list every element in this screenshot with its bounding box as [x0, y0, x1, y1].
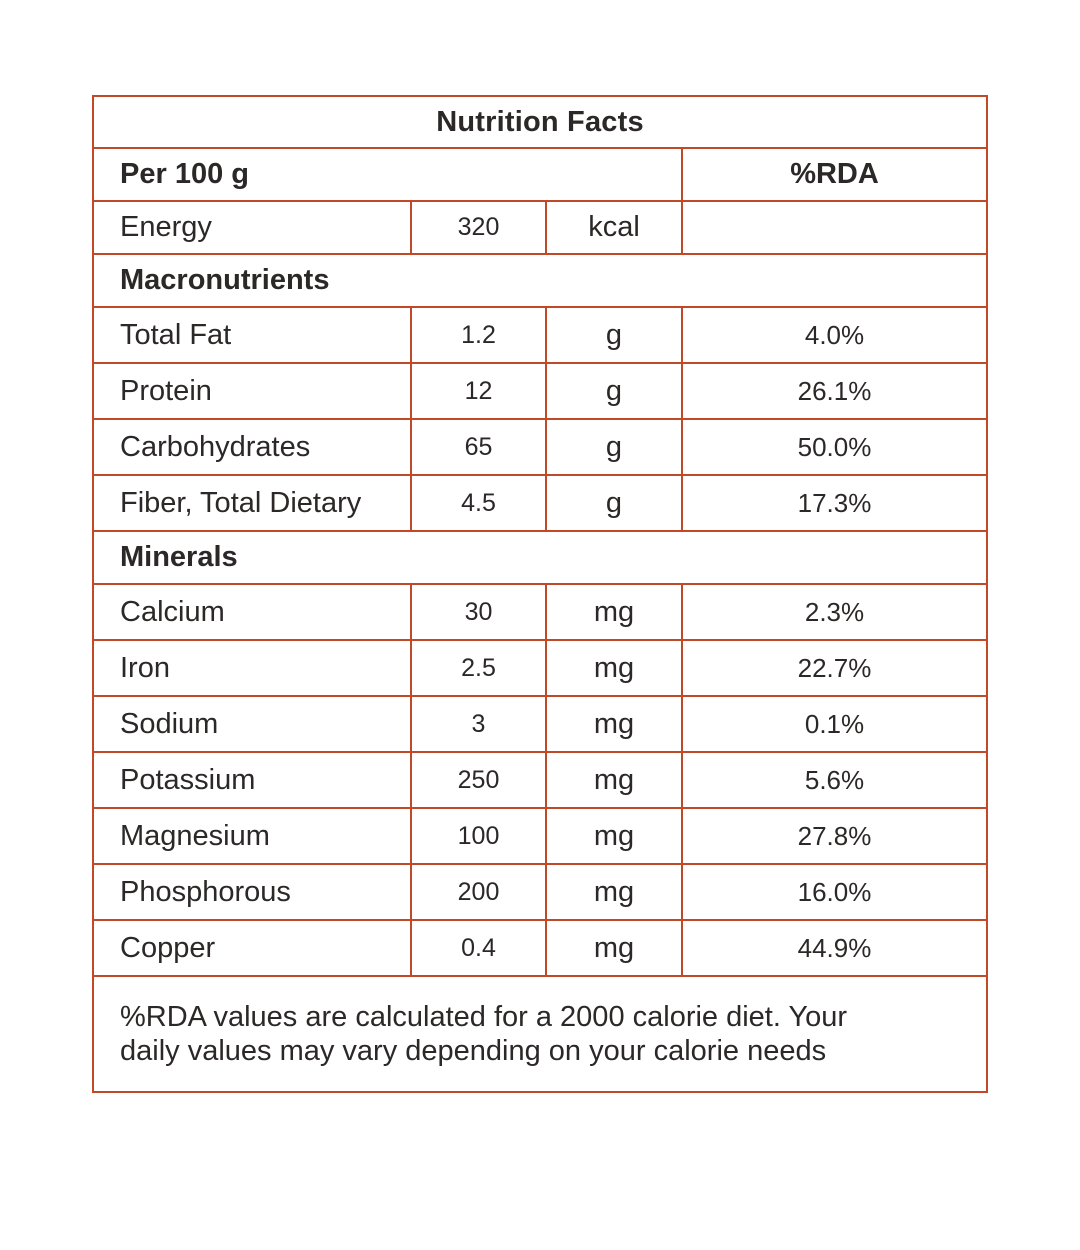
nutrient-unit: g [545, 362, 683, 420]
nutrient-rda: 50.0% [681, 418, 988, 476]
nutrient-rda [681, 200, 988, 255]
table-row: Copper 0.4 mg 44.9% [92, 919, 988, 977]
nutrient-unit: mg [545, 863, 683, 921]
nutrient-label: Iron [92, 639, 412, 697]
nutrient-label: Potassium [92, 751, 412, 809]
nutrient-value: 2.5 [410, 639, 547, 697]
nutrient-value: 12 [410, 362, 547, 420]
nutrient-label: Phosphorous [92, 863, 412, 921]
nutrient-unit: kcal [545, 200, 683, 255]
nutrient-value: 0.4 [410, 919, 547, 977]
nutrient-unit: mg [545, 639, 683, 697]
table-row: Sodium 3 mg 0.1% [92, 695, 988, 753]
nutrient-value: 1.2 [410, 306, 547, 364]
footnote-line-1: %RDA values are calculated for a 2000 ca… [120, 1000, 848, 1033]
table-row-title: Nutrition Facts [92, 95, 988, 149]
nutrient-value: 200 [410, 863, 547, 921]
nutrient-value: 100 [410, 807, 547, 865]
rda-header: %RDA [681, 147, 988, 202]
nutrient-label: Energy [92, 200, 412, 255]
nutrient-rda: 17.3% [681, 474, 988, 532]
table-row: Calcium 30 mg 2.3% [92, 583, 988, 641]
nutrient-label: Fiber, Total Dietary [92, 474, 412, 532]
nutrient-label: Sodium [92, 695, 412, 753]
nutrient-value: 65 [410, 418, 547, 476]
nutrient-rda: 26.1% [681, 362, 988, 420]
nutrient-label: Protein [92, 362, 412, 420]
nutrient-unit: mg [545, 695, 683, 753]
nutrient-label: Total Fat [92, 306, 412, 364]
nutrient-unit: g [545, 306, 683, 364]
table-row: Carbohydrates 65 g 50.0% [92, 418, 988, 476]
nutrient-rda: 2.3% [681, 583, 988, 641]
table-row: Potassium 250 mg 5.6% [92, 751, 988, 809]
nutrient-rda: 16.0% [681, 863, 988, 921]
table-row-energy: Energy 320 kcal [92, 200, 988, 255]
footnote: %RDA values are calculated for a 2000 ca… [92, 975, 988, 1093]
table-row: Total Fat 1.2 g 4.0% [92, 306, 988, 364]
nutrient-unit: g [545, 474, 683, 532]
nutrient-unit: mg [545, 751, 683, 809]
nutrient-label: Copper [92, 919, 412, 977]
nutrient-value: 320 [410, 200, 547, 255]
table-row-section: Minerals [92, 530, 988, 585]
nutrient-unit: mg [545, 919, 683, 977]
nutrient-rda: 5.6% [681, 751, 988, 809]
serving-header: Per 100 g [92, 147, 683, 202]
table-row-header: Per 100 g %RDA [92, 147, 988, 202]
nutrient-rda: 27.8% [681, 807, 988, 865]
nutrient-rda: 0.1% [681, 695, 988, 753]
nutrient-rda: 22.7% [681, 639, 988, 697]
nutrient-rda: 4.0% [681, 306, 988, 364]
nutrient-value: 250 [410, 751, 547, 809]
section-header-minerals: Minerals [92, 530, 988, 585]
nutrition-facts-table: Nutrition Facts Per 100 g %RDA Energy 32… [92, 95, 988, 1093]
nutrient-unit: mg [545, 807, 683, 865]
nutrient-value: 3 [410, 695, 547, 753]
nutrient-unit: g [545, 418, 683, 476]
nutrient-unit: mg [545, 583, 683, 641]
footnote-line-2: daily values may vary depending on your … [120, 1035, 827, 1067]
nutrient-label: Calcium [92, 583, 412, 641]
table-row: Fiber, Total Dietary 4.5 g 17.3% [92, 474, 988, 532]
table-row-footnote: %RDA values are calculated for a 2000 ca… [92, 975, 988, 1093]
nutrient-value: 4.5 [410, 474, 547, 532]
table-row: Magnesium 100 mg 27.8% [92, 807, 988, 865]
nutrient-label: Carbohydrates [92, 418, 412, 476]
section-header-macronutrients: Macronutrients [92, 253, 988, 308]
table-row: Iron 2.5 mg 22.7% [92, 639, 988, 697]
table-row-section: Macronutrients [92, 253, 988, 308]
table-row: Protein 12 g 26.1% [92, 362, 988, 420]
nutrient-label: Magnesium [92, 807, 412, 865]
nutrient-value: 30 [410, 583, 547, 641]
table-row: Phosphorous 200 mg 16.0% [92, 863, 988, 921]
table-title: Nutrition Facts [92, 95, 988, 149]
nutrient-rda: 44.9% [681, 919, 988, 977]
